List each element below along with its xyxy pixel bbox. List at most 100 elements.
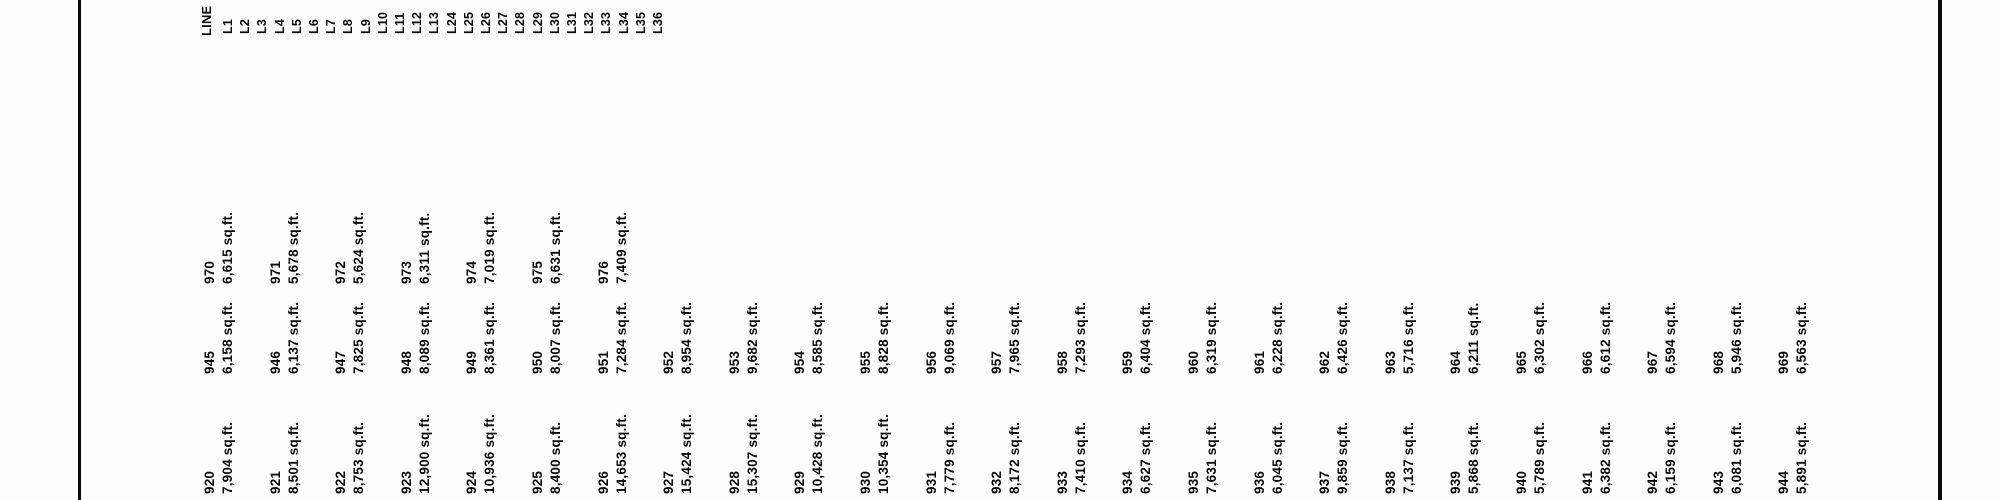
lot-cell: 946 6,137 sq.ft.: [266, 258, 308, 378]
lot-cell: 952 8,954 sq.ft.: [659, 258, 701, 378]
lot-number: 931: [923, 470, 939, 494]
line-label: L2: [238, 19, 253, 34]
lot-area: 10,428 sq.ft.: [810, 414, 826, 494]
lot-area: 8,585 sq.ft.: [810, 301, 826, 374]
lot-number: 937: [1317, 470, 1333, 494]
lot-cell: 965 6,302 sq.ft.: [1512, 258, 1554, 378]
lot-area: 14,653 sq.ft.: [613, 414, 629, 494]
lot-cell: 941 6,382 sq.ft.: [1578, 378, 1620, 498]
lot-cell: 960 6,319 sq.ft.: [1184, 258, 1226, 378]
lot-number: 946: [267, 350, 283, 374]
lot-cell: 956 9,069 sq.ft.: [922, 258, 964, 378]
line-label: L30: [547, 11, 562, 34]
lot-area: 6,045 sq.ft.: [1269, 421, 1285, 494]
lot-cell: 949 8,361 sq.ft.: [462, 258, 504, 378]
lot-area: 9,069 sq.ft.: [941, 301, 957, 374]
lot-area: 15,307 sq.ft.: [744, 414, 760, 494]
lot-number: 933: [1054, 470, 1070, 494]
line-label: L32: [582, 11, 597, 34]
lot-number: 962: [1317, 350, 1333, 374]
lot-number: 939: [1448, 470, 1464, 494]
lot-area: 7,631 sq.ft.: [1204, 421, 1219, 494]
line-label: L31: [565, 11, 579, 34]
lot-area: 7,137 sq.ft.: [1400, 421, 1416, 494]
lot-area: 5,891 sq.ft.: [1794, 421, 1810, 494]
lot-area: 5,716 sq.ft.: [1400, 301, 1416, 374]
lot-number: 960: [1186, 350, 1201, 374]
lot-number: 949: [464, 350, 480, 374]
lot-number: 948: [398, 350, 414, 374]
lot-cell: 927 15,424 sq.ft.: [659, 378, 701, 498]
lot-area: 6,211 sq.ft.: [1466, 302, 1482, 374]
lot-cell: 948 8,089 sq.ft.: [397, 258, 439, 378]
lot-cell: 937 9,859 sq.ft.: [1315, 378, 1357, 498]
line-label: L4: [272, 19, 287, 34]
lot-area: 10,354 sq.ft.: [876, 414, 891, 494]
lot-number: 957: [989, 350, 1005, 374]
line-label: L8: [341, 19, 356, 34]
lot-number: 928: [726, 470, 742, 494]
lot-area: 8,828 sq.ft.: [876, 301, 891, 374]
lot-number: 924: [464, 470, 480, 494]
line-label: L36: [651, 11, 665, 34]
lot-cell: 922 8,753 sq.ft.: [331, 378, 373, 498]
lot-area: 7,904 sq.ft.: [220, 421, 235, 494]
lot-area: 7,293 sq.ft.: [1072, 301, 1088, 374]
lot-number: 954: [792, 350, 808, 374]
lot-area: 6,563 sq.ft.: [1794, 301, 1810, 374]
lot-cell: 932 8,172 sq.ft.: [987, 378, 1029, 498]
lot-number: 966: [1579, 350, 1595, 374]
lot-number: 958: [1054, 350, 1070, 374]
lot-number: 963: [1382, 350, 1398, 374]
lot-number: 969: [1776, 350, 1792, 374]
lot-area: 6,382 sq.ft.: [1597, 421, 1613, 494]
line-label: L10: [375, 11, 390, 34]
lot-cell: 964 6,211 sq.ft.: [1446, 258, 1488, 378]
lot-cell: 961 6,228 sq.ft.: [1250, 258, 1292, 378]
lot-cell: 921 8,501 sq.ft.: [266, 378, 308, 498]
lot-number: 964: [1448, 350, 1464, 374]
lot-area: 10,936 sq.ft.: [482, 414, 498, 494]
lot-cell: 950 8,007 sq.ft.: [528, 258, 570, 378]
page-border-left: [78, 0, 81, 500]
line-label: L35: [633, 11, 648, 34]
lot-cell: 920 7,904 sq.ft.: [200, 378, 242, 498]
lot-number: 951: [595, 350, 611, 374]
lot-cell: 926 14,653 sq.ft.: [594, 378, 636, 498]
lot-area: 6,612 sq.ft.: [1597, 301, 1613, 374]
lot-number: 959: [1120, 350, 1136, 374]
lot-cell: 938 7,137 sq.ft.: [1381, 378, 1423, 498]
lot-cell: 945 6,158 sq.ft.: [200, 258, 242, 378]
lot-cell: 958 7,293 sq.ft.: [1053, 258, 1095, 378]
line-label: L6: [307, 19, 321, 34]
lot-number: 967: [1645, 350, 1661, 374]
line-label: L34: [616, 11, 631, 34]
lot-cell: 944 5,891 sq.ft.: [1774, 378, 1816, 498]
lot-cell: 968 5,946 sq.ft.: [1709, 258, 1751, 378]
lot-cell: 955 8,828 sq.ft.: [856, 258, 898, 378]
lot-cell: 943 6,081 sq.ft.: [1709, 378, 1751, 498]
line-header-row: LINE L1 L2 L3 L4 L5 L6 L7 L8 L9 L10 L11 L12 L13 L24 L25…: [0, 0, 2000, 60]
line-label: L9: [358, 19, 373, 34]
lot-row-945: 945 6,158 sq.ft. 946 6,137 sq.ft. 947 7,825 s…: [0, 258, 2000, 378]
lot-area: 8,007 sq.ft.: [548, 301, 563, 374]
lot-number: 955: [858, 350, 873, 374]
lot-cell: 959 6,404 sq.ft.: [1118, 258, 1160, 378]
lot-number: 920: [202, 470, 217, 494]
lot-area: 5,868 sq.ft.: [1466, 421, 1482, 494]
lot-cell: 969 6,563 sq.ft.: [1774, 258, 1816, 378]
lot-number: 941: [1579, 470, 1595, 494]
line-header-title: LINE: [199, 5, 214, 36]
lot-number: 929: [792, 470, 808, 494]
lot-cell: 957 7,965 sq.ft.: [987, 258, 1029, 378]
lot-area: 8,501 sq.ft.: [285, 421, 301, 494]
lot-area: 7,965 sq.ft.: [1007, 301, 1023, 374]
lot-cell: 924 10,936 sq.ft.: [462, 378, 504, 498]
lot-area: 8,753 sq.ft.: [351, 421, 367, 494]
lot-area: 7,284 sq.ft.: [613, 301, 629, 374]
line-label: L1: [221, 19, 235, 34]
lot-area: 8,361 sq.ft.: [482, 301, 498, 374]
lot-cell: 953 9,682 sq.ft.: [725, 258, 767, 378]
line-label: L29: [530, 11, 545, 34]
